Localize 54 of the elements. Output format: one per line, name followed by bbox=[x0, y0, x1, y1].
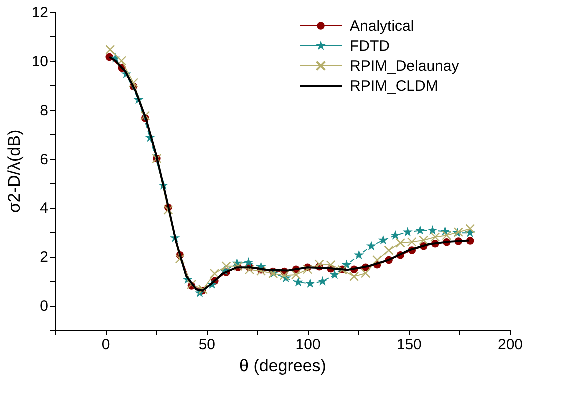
point bbox=[407, 237, 417, 247]
point bbox=[280, 270, 290, 280]
y-tick-label: 12 bbox=[32, 4, 48, 22]
legend-label: Analytical bbox=[350, 18, 414, 35]
point bbox=[390, 230, 401, 240]
point bbox=[293, 277, 304, 287]
point bbox=[326, 260, 336, 270]
point bbox=[318, 276, 328, 286]
point bbox=[244, 257, 254, 267]
point bbox=[419, 236, 429, 246]
legend-label: RPIM_CLDM bbox=[350, 78, 438, 95]
y-tick-label: 0 bbox=[40, 298, 48, 316]
point bbox=[430, 232, 440, 242]
point bbox=[428, 225, 438, 235]
point bbox=[302, 264, 313, 274]
x-tick-label: 200 bbox=[498, 336, 524, 354]
point bbox=[378, 235, 388, 245]
point bbox=[366, 241, 376, 251]
point bbox=[330, 270, 340, 280]
x-tick-label: 150 bbox=[396, 336, 422, 354]
point bbox=[128, 78, 138, 88]
y-tick-label: 10 bbox=[32, 53, 48, 70]
point bbox=[256, 266, 266, 276]
point bbox=[415, 225, 426, 235]
point bbox=[402, 227, 413, 237]
point bbox=[244, 265, 255, 275]
y-axis-title: σ2-D/λ(dB) bbox=[4, 130, 24, 214]
point bbox=[361, 268, 371, 278]
y-tick-label: 2 bbox=[40, 249, 48, 266]
x-axis-title: θ (degrees) bbox=[240, 356, 326, 376]
point bbox=[116, 56, 127, 66]
point bbox=[354, 250, 364, 260]
point bbox=[106, 45, 116, 55]
point bbox=[291, 270, 302, 280]
y-tick-label: 4 bbox=[40, 200, 48, 218]
legend-label: FDTD bbox=[350, 38, 390, 55]
y-tick-label: 8 bbox=[40, 102, 48, 120]
legend-label: RPIM_Delaunay bbox=[350, 58, 460, 75]
y-tick-label: 6 bbox=[40, 151, 48, 168]
point bbox=[442, 230, 452, 240]
point bbox=[466, 224, 476, 234]
x-tick-label: 0 bbox=[102, 336, 110, 354]
point bbox=[222, 262, 232, 272]
point bbox=[305, 278, 316, 288]
point bbox=[396, 238, 406, 248]
point bbox=[372, 256, 382, 266]
x-tick-label: 100 bbox=[296, 336, 321, 354]
point bbox=[140, 111, 150, 121]
point bbox=[350, 272, 360, 282]
point bbox=[164, 205, 174, 215]
point bbox=[384, 246, 394, 256]
x-tick-label: 50 bbox=[198, 336, 216, 354]
point bbox=[210, 268, 220, 279]
point bbox=[175, 254, 185, 264]
